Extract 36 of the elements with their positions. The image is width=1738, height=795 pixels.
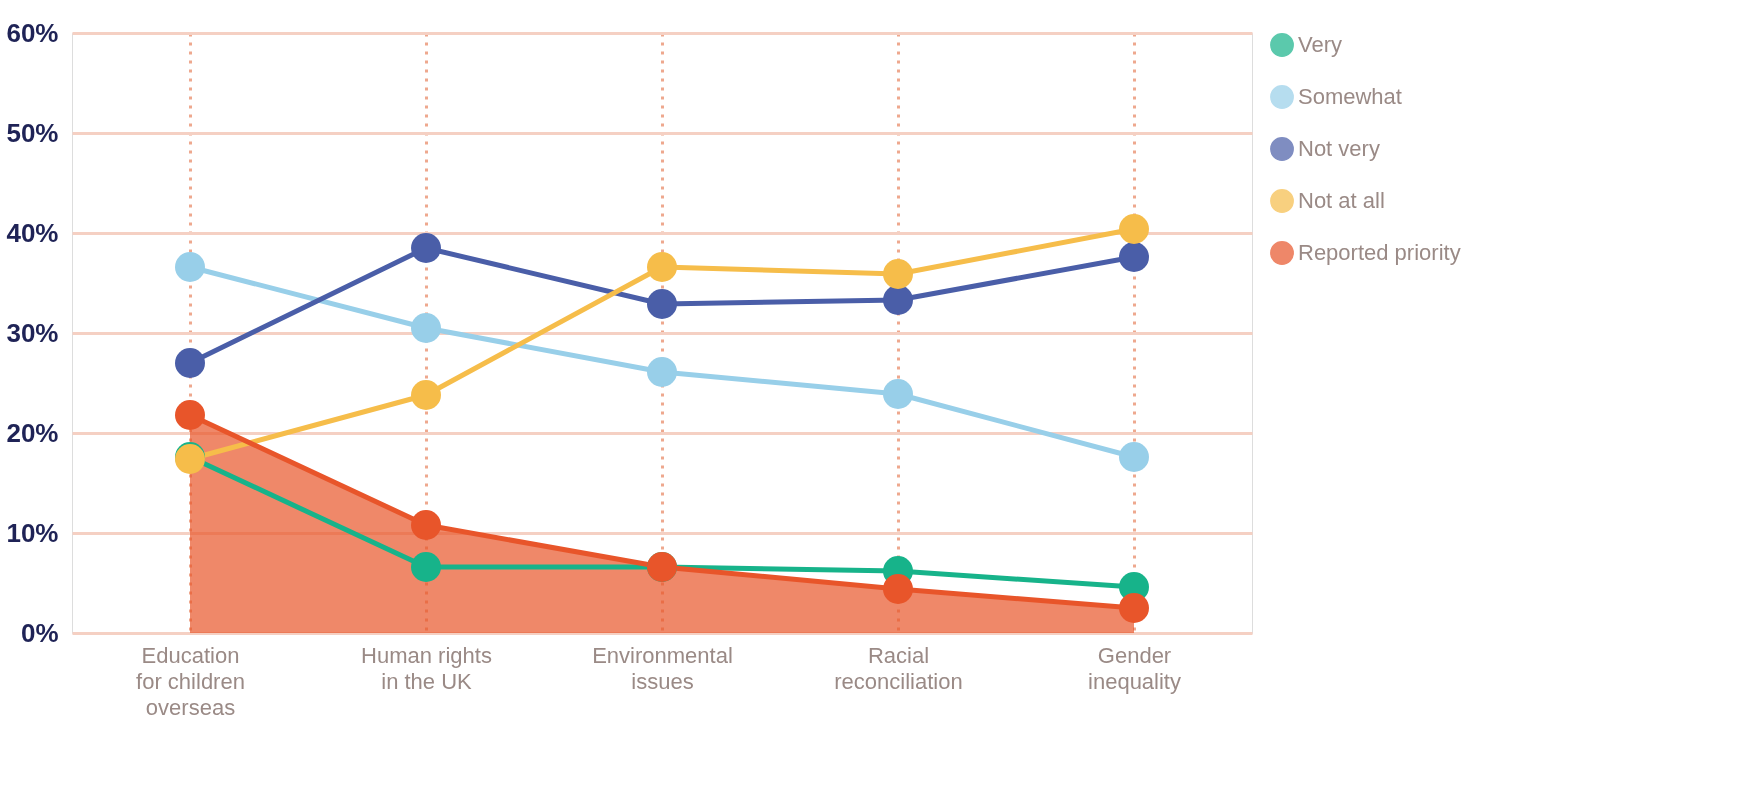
point [411, 510, 441, 540]
x-tick-label: Environmental issues [592, 642, 733, 694]
legend-label: Not very [1298, 136, 1380, 161]
point [1119, 242, 1149, 272]
point [411, 380, 441, 410]
point [883, 259, 913, 289]
legend-label: Not at all [1298, 188, 1385, 213]
point [647, 289, 677, 319]
y-tick-label: 40% [6, 217, 59, 248]
x-tick-label: Racial reconciliation [834, 642, 963, 694]
y-tick-label: 10% [6, 517, 59, 548]
y-tick-label: 50% [6, 117, 59, 148]
point [883, 285, 913, 315]
legend-label: Somewhat [1298, 84, 1402, 109]
y-tick-label: 60% [6, 17, 59, 48]
point [411, 233, 441, 263]
legend-label: Very [1298, 32, 1343, 57]
point [1119, 593, 1149, 623]
point [883, 574, 913, 604]
point [175, 400, 205, 430]
point [1119, 442, 1149, 472]
y-tick-label: 30% [6, 317, 59, 348]
point [647, 252, 677, 282]
legend-label: Reported priority [1298, 240, 1461, 265]
point [175, 252, 205, 282]
x-tick-label: Education for children overseas [136, 642, 245, 720]
point [175, 348, 205, 378]
point [647, 357, 677, 387]
y-tick-label: 20% [6, 417, 59, 448]
x-tick-label: Gender inequality [1088, 642, 1181, 694]
point [411, 552, 441, 582]
x-tick-label: Human rights in the UK [361, 642, 492, 694]
point [1119, 214, 1149, 244]
point [883, 379, 913, 409]
y-tick-label: 0% [20, 617, 59, 648]
point [411, 313, 441, 343]
